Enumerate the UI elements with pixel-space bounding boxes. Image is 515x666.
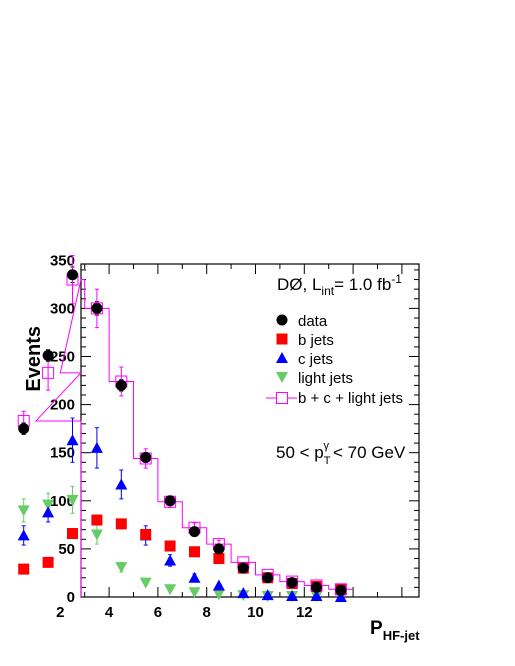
b-jets-point [140, 528, 152, 540]
data-point [335, 584, 347, 596]
y-tick-label: 150 [50, 445, 75, 462]
data-point [115, 379, 127, 391]
data-point [42, 350, 54, 362]
x-tick-label: 8 [203, 604, 211, 621]
data-point [67, 269, 78, 281]
c-jets-point [261, 589, 274, 601]
y-tick-label: 50 [58, 541, 75, 558]
pt-range-left: 50 < p [276, 443, 324, 462]
legend-marker-data [276, 314, 288, 326]
pt-range-annotation: 50 < pTγ < 70 GeV [276, 440, 406, 467]
data-markers [17, 269, 347, 603]
y-tick-label: 300 [50, 300, 75, 317]
data-point [164, 495, 176, 507]
c-jets-point [115, 478, 128, 490]
c-jets-point [188, 571, 201, 583]
light-jets-point [115, 562, 128, 574]
c-jets-point [237, 587, 250, 599]
y-axis-title: Events [23, 326, 45, 392]
lumi-annotation: DØ, Lint= 1.0 fb-1 [277, 272, 402, 298]
c-jets-point [17, 529, 30, 541]
x-tick-label: 6 [154, 604, 162, 621]
c-jets-point [310, 590, 323, 602]
legend-marker-c-jets [276, 352, 288, 363]
legend-label-data: data [298, 313, 328, 330]
data-point [237, 562, 249, 574]
c-jets-point [42, 506, 55, 518]
legend-marker-sum [276, 392, 288, 404]
light-jets-point [42, 499, 55, 511]
data-point [18, 423, 30, 435]
x-tick-label: 2 [56, 604, 64, 621]
data-point [189, 526, 200, 538]
legend-label-sum: b + c + light jets [298, 390, 403, 407]
c-jets-point [90, 441, 103, 453]
axis-ticks [81, 264, 419, 597]
light-jets-point [164, 584, 177, 596]
c-jets-point [66, 434, 79, 446]
x-axis-title: PHF-jet [370, 618, 420, 643]
data-point [286, 577, 298, 589]
data-point [91, 302, 103, 314]
b-jets-point [67, 528, 78, 540]
light-jets-point [139, 577, 152, 589]
plot-frame [80, 263, 420, 598]
x-axis-title-main: P [370, 618, 383, 639]
x-tick-label: 4 [105, 604, 114, 621]
pt-sub: T [324, 455, 331, 467]
c-jets-point [164, 554, 177, 566]
x-axis-title-sub: HF-jet [383, 628, 421, 643]
lumi-value: = 1.0 fb [334, 275, 391, 294]
legend-label-light-jets: light jets [298, 370, 353, 387]
b-jets-point [213, 553, 225, 565]
b-jets-point [18, 563, 30, 575]
b-jets-point [91, 514, 103, 526]
c-jets-point [286, 590, 299, 602]
y-tick-label: 350 [50, 252, 75, 269]
x-tick-label: 10 [247, 604, 264, 621]
y-tick-label: 0 [67, 589, 75, 606]
lumi-sub: int [321, 284, 334, 298]
legend-marker-light-jets [276, 372, 288, 383]
data-point [262, 572, 274, 584]
light-jets-point [212, 589, 225, 601]
y-tick-label: 200 [50, 397, 75, 414]
c-jets-point [334, 591, 347, 602]
data-point [140, 452, 152, 464]
legend: data b jets c jets light jets b + c + li… [266, 313, 403, 407]
b-jets-point [115, 518, 127, 530]
experiment-label: DØ, L [277, 275, 321, 294]
light-jets-point [17, 505, 30, 517]
data-point [311, 581, 322, 593]
pt-sup: γ [323, 440, 329, 452]
light-jets-point [188, 587, 201, 599]
pt-range-right: < 70 GeV [333, 443, 406, 462]
b-jets-point [164, 540, 176, 552]
legend-label-b-jets: b jets [298, 332, 334, 349]
legend-label-c-jets: c jets [298, 351, 333, 368]
lumi-sup: -1 [391, 272, 402, 286]
legend-marker-b-jets [276, 333, 288, 345]
y-tick-label: 250 [50, 349, 75, 366]
data-point [213, 543, 225, 555]
light-jets-point [90, 529, 103, 541]
c-jets-point [212, 579, 225, 591]
light-jets-point [66, 494, 79, 506]
b-jets-point [42, 556, 54, 568]
x-tick-label: 12 [296, 604, 313, 621]
sum-point [42, 366, 55, 379]
b-jets-point [189, 546, 200, 558]
